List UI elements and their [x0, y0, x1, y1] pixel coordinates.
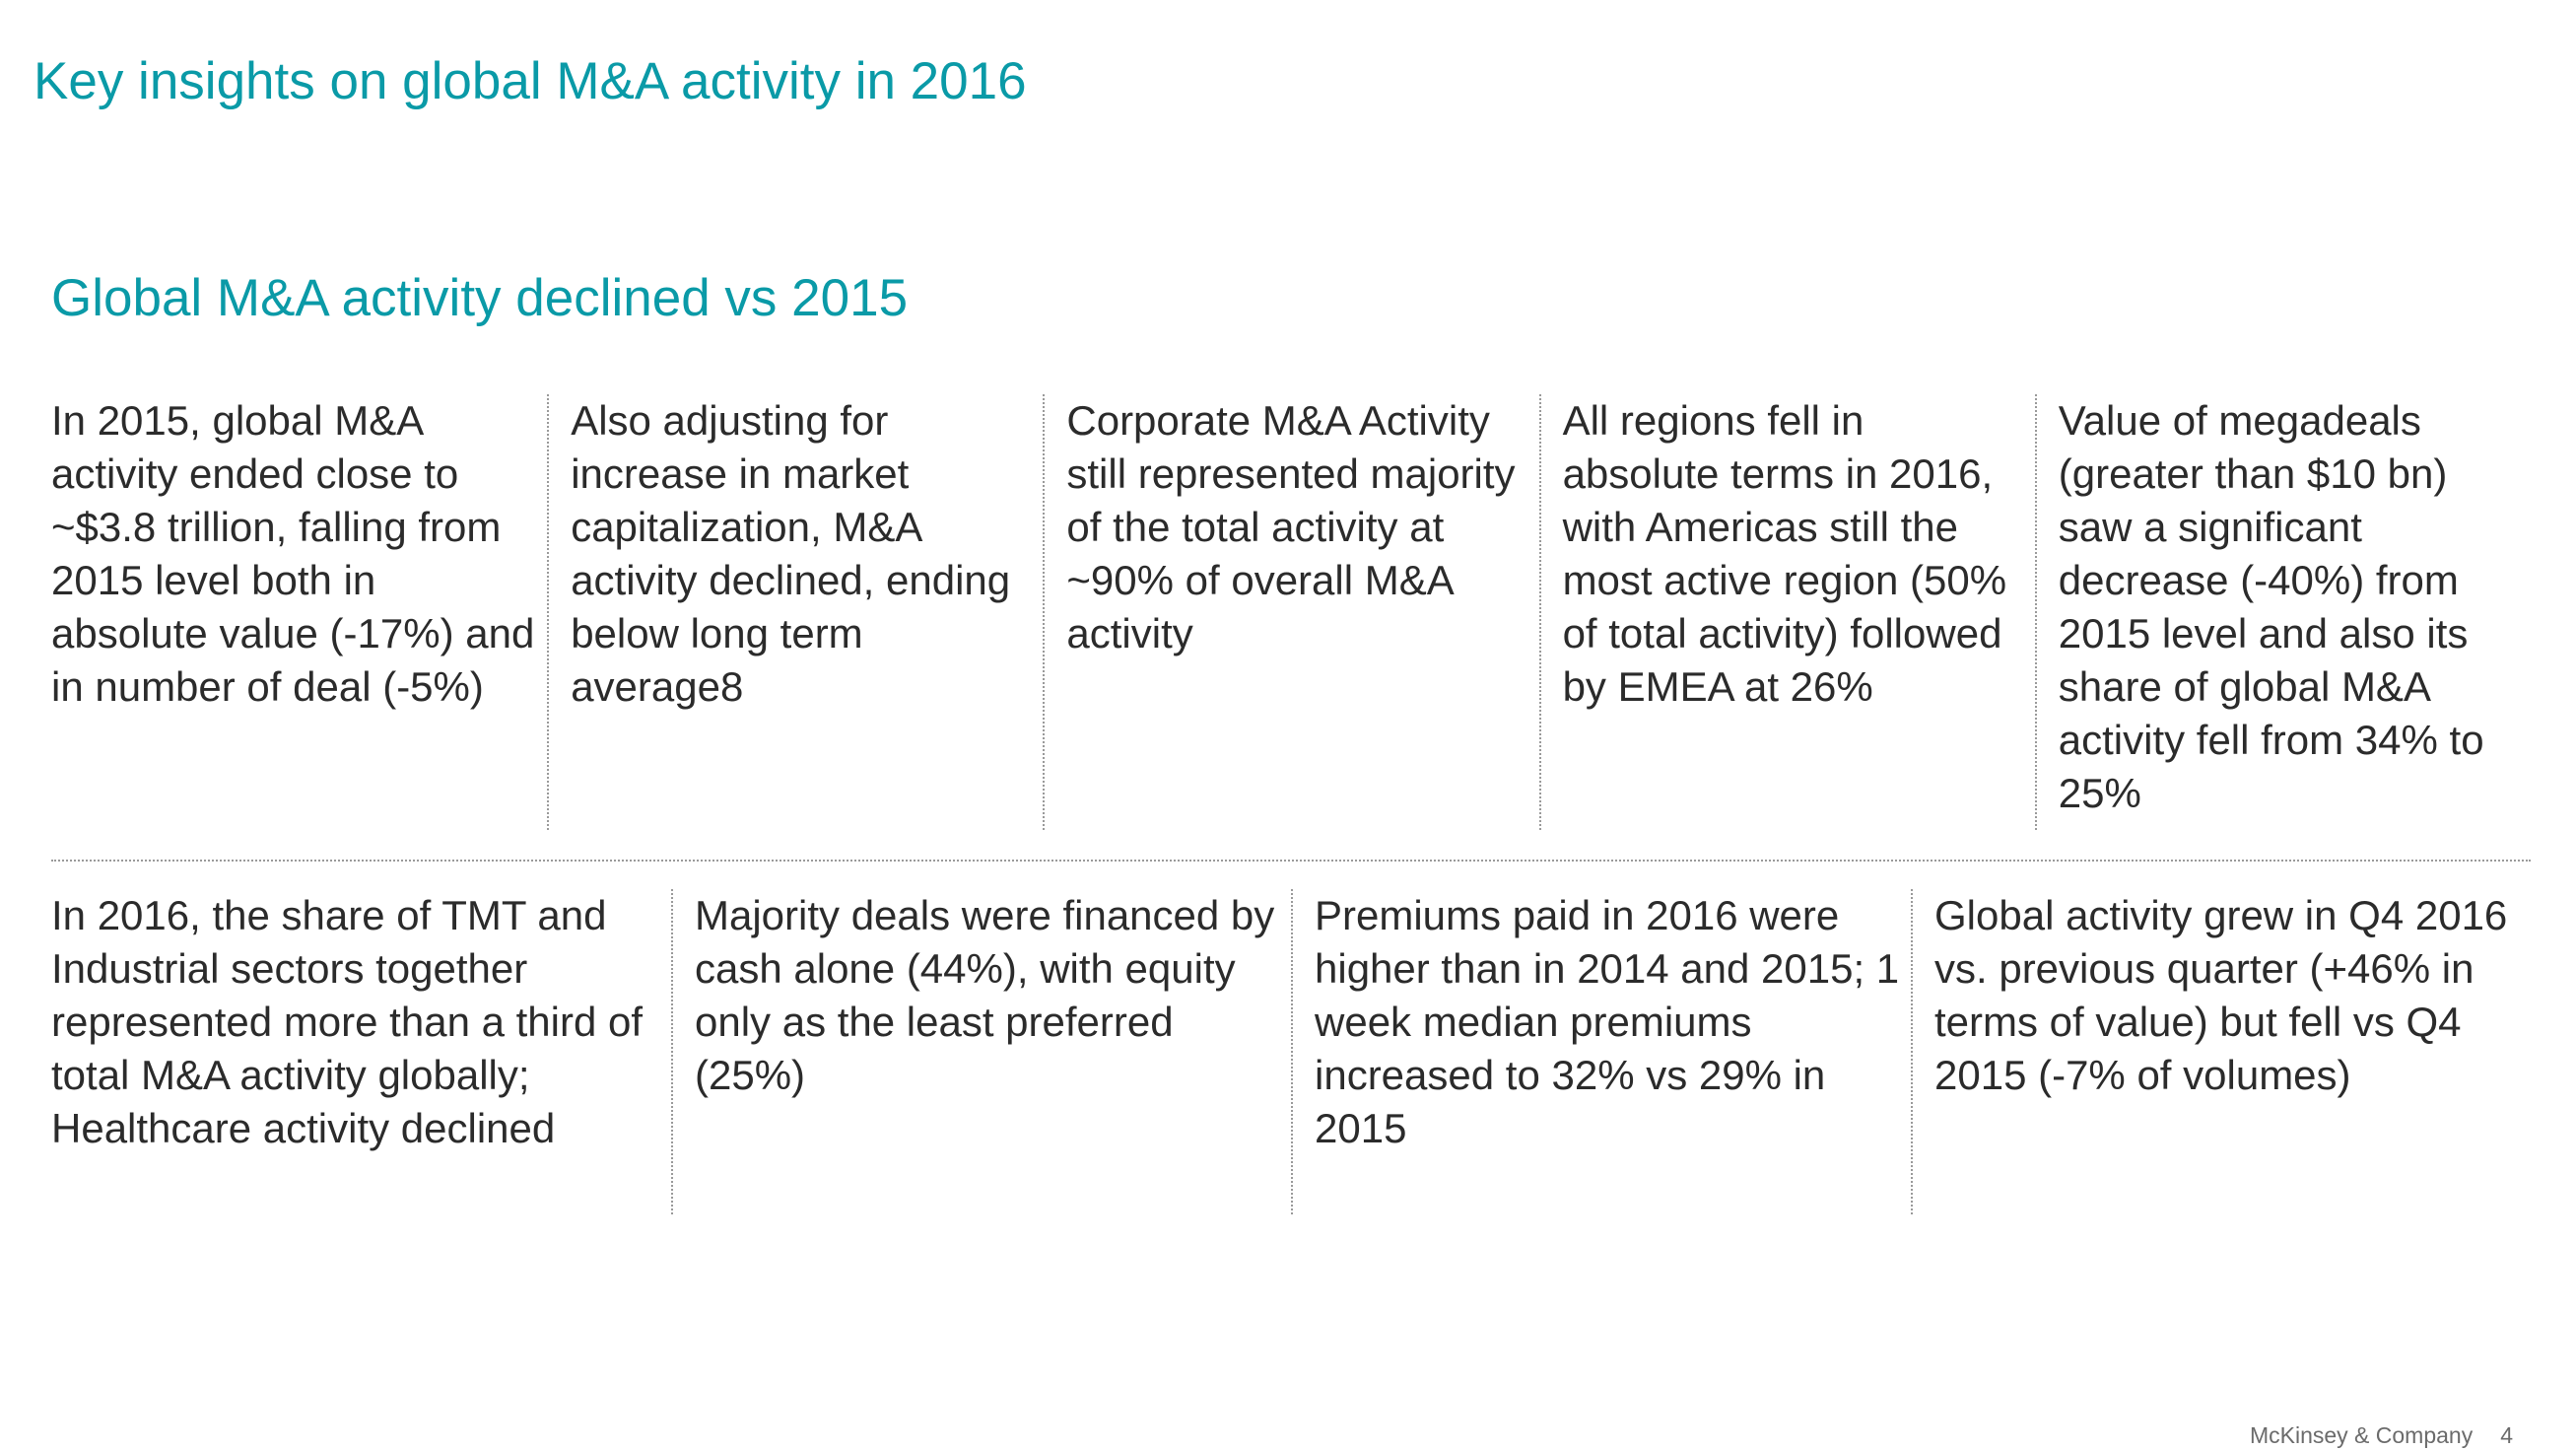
insight-text: Corporate M&A Activity still represented… — [1043, 394, 1538, 830]
section-title: Global M&A activity declined vs 2015 — [51, 269, 909, 327]
insight-text: Premiums paid in 2016 were higher than i… — [1291, 889, 1911, 1214]
insight-text: Global activity grew in Q4 2016 vs. prev… — [1911, 889, 2531, 1214]
footer-company: McKinsey & Company — [2249, 1422, 2474, 1448]
page-number: 4 — [2500, 1422, 2513, 1448]
insight-text: Majority deals were financed by cash alo… — [671, 889, 1291, 1214]
insight-text: In 2015, global M&A activity ended close… — [51, 397, 535, 710]
insight-text: Value of megadeals (greater than $10 bn)… — [2034, 394, 2531, 830]
insight-text: In 2016, the share of TMT and Industrial… — [51, 892, 644, 1151]
page-title: Key insights on global M&A activity in 2… — [34, 52, 1027, 110]
insights-row-1: In 2015, global M&A activity ended close… — [51, 394, 2531, 830]
insights-row-2: In 2016, the share of TMT and Industrial… — [51, 889, 2531, 1214]
footer: McKinsey & Company 4 — [2250, 1422, 2513, 1449]
row-divider — [51, 860, 2531, 862]
insight-text: All regions fell in absolute terms in 20… — [1538, 394, 2035, 830]
insight-text: Also adjusting for increase in market ca… — [547, 394, 1043, 830]
